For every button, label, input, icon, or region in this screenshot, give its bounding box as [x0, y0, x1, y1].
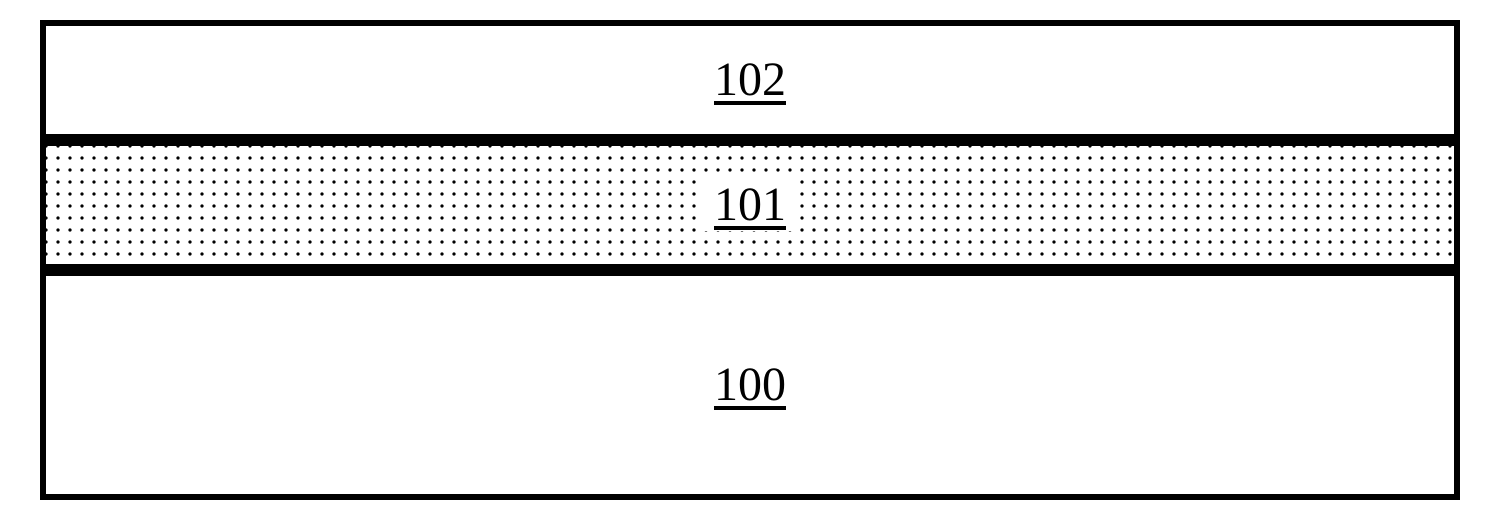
layer-middle-label: 101 — [704, 179, 796, 232]
layer-diagram: 102 101 100 — [0, 0, 1500, 520]
layer-top-label: 102 — [704, 54, 796, 107]
layer-bottom-label: 100 — [704, 359, 796, 412]
layer-middle: 101 — [40, 140, 1460, 270]
layer-bottom: 100 — [40, 270, 1460, 500]
layer-top: 102 — [40, 20, 1460, 140]
